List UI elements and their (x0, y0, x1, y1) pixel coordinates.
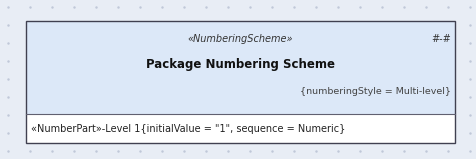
Bar (26, 21, 455, 114)
Text: «NumberingScheme»: «NumberingScheme» (188, 35, 293, 44)
Bar (26, 21, 455, 143)
Text: #-#: #-# (431, 35, 451, 44)
Bar (26, 114, 455, 143)
Text: «NumberPart»-Level 1{initialValue = "1", sequence = Numeric}: «NumberPart»-Level 1{initialValue = "1",… (31, 124, 346, 134)
Text: {numberingStyle = Multi-level}: {numberingStyle = Multi-level} (300, 86, 451, 96)
Text: Package Numbering Scheme: Package Numbering Scheme (146, 58, 335, 71)
